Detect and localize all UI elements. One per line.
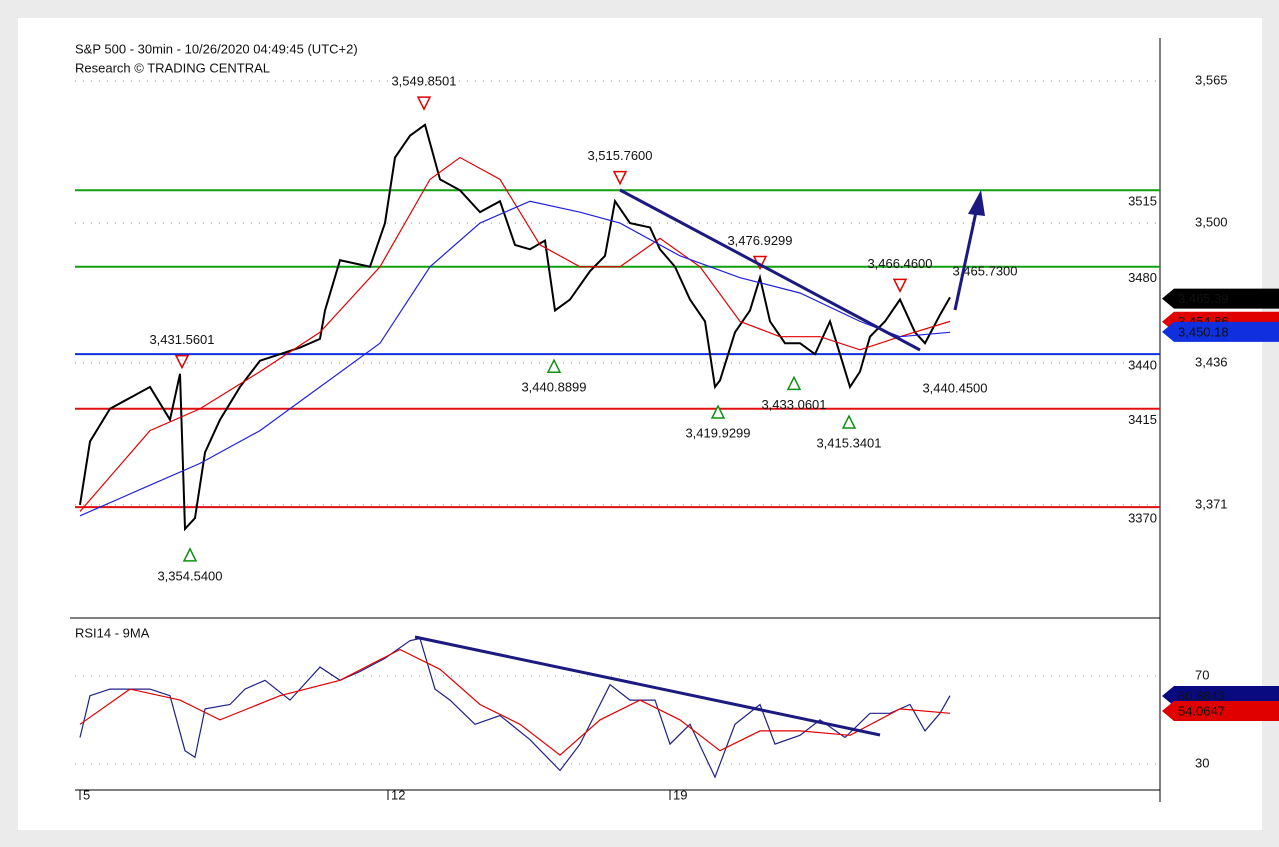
price-tag	[1162, 700, 1279, 721]
plot: 3,565 3,500 3,436 3,371 3515 3480 3440 3415 3370…	[75, 73, 1279, 802]
y-tick-label: 70	[1195, 667, 1209, 682]
y-tick-label: 30	[1195, 755, 1209, 770]
pivot-marker	[892, 278, 908, 294]
chart-subtitle: Research © TRADING CENTRAL	[75, 60, 270, 75]
price-tag	[1162, 321, 1279, 342]
pivot-label: 3,354.5400	[157, 568, 222, 583]
pivot-marker	[416, 96, 432, 111]
level-label: 3370	[1128, 511, 1157, 526]
price-tag-label: 60.8843	[1178, 688, 1225, 703]
pivot-label: 3,549.8501	[391, 74, 456, 89]
pivot-marker	[841, 414, 857, 429]
level-label: 3515	[1128, 194, 1157, 209]
pivot-label: 3,465.7300	[952, 263, 1017, 278]
pivot-marker	[710, 404, 726, 419]
price-tag-label: 54.0647	[1178, 703, 1225, 718]
x-tick-label: 19	[673, 787, 687, 802]
pivot-marker	[612, 170, 628, 186]
series-line	[79, 200, 951, 517]
pivot-label: 3,440.8899	[521, 380, 586, 395]
y-tick-label: 3,565	[1195, 73, 1228, 88]
pivot-label: 3,476.9299	[727, 233, 792, 248]
x-tick-label: 12	[391, 787, 405, 802]
forecast-arrow	[953, 211, 978, 311]
price-tag-label: 3,465.39	[1178, 291, 1229, 306]
price-tag-label: 3,450.18	[1178, 324, 1229, 339]
rsi-title: RSI14 - 9MA	[75, 625, 150, 640]
pivot-marker	[786, 375, 802, 391]
arrow-head	[968, 190, 985, 216]
pivot-label: 3,419.9299	[685, 425, 750, 440]
pivot-label: 3,466.4600	[867, 256, 932, 271]
pivot-label: 3,415.3401	[816, 435, 881, 450]
level-label: 3480	[1128, 270, 1157, 285]
y-tick-label: 3,436	[1195, 354, 1228, 369]
pivot-label: 3,431.5601	[149, 332, 214, 347]
rsi-trend-line	[414, 635, 881, 737]
pivot-marker	[182, 547, 198, 562]
x-tick-label: 5	[83, 787, 90, 802]
panel	[18, 18, 1262, 830]
series-line	[79, 156, 951, 512]
level-label: 3415	[1128, 412, 1157, 427]
y-tick-label: 3,500	[1195, 215, 1228, 230]
series-line	[79, 123, 951, 532]
pivot-label: 3,440.4500	[922, 381, 987, 396]
level-label: 3440	[1128, 358, 1157, 373]
price-tag	[1162, 685, 1279, 706]
chart-title: S&P 500 - 30min - 10/26/2020 04:49:45 (U…	[75, 41, 358, 56]
pivot-marker	[174, 354, 190, 370]
pivot-marker	[546, 358, 562, 373]
trend-line	[619, 188, 921, 352]
pivot-label: 3,515.7600	[587, 148, 652, 163]
y-tick-label: 3,371	[1195, 496, 1228, 511]
series-line	[79, 648, 951, 756]
pivot-label: 3,433.0601	[761, 397, 826, 412]
price-tag	[1162, 288, 1279, 309]
